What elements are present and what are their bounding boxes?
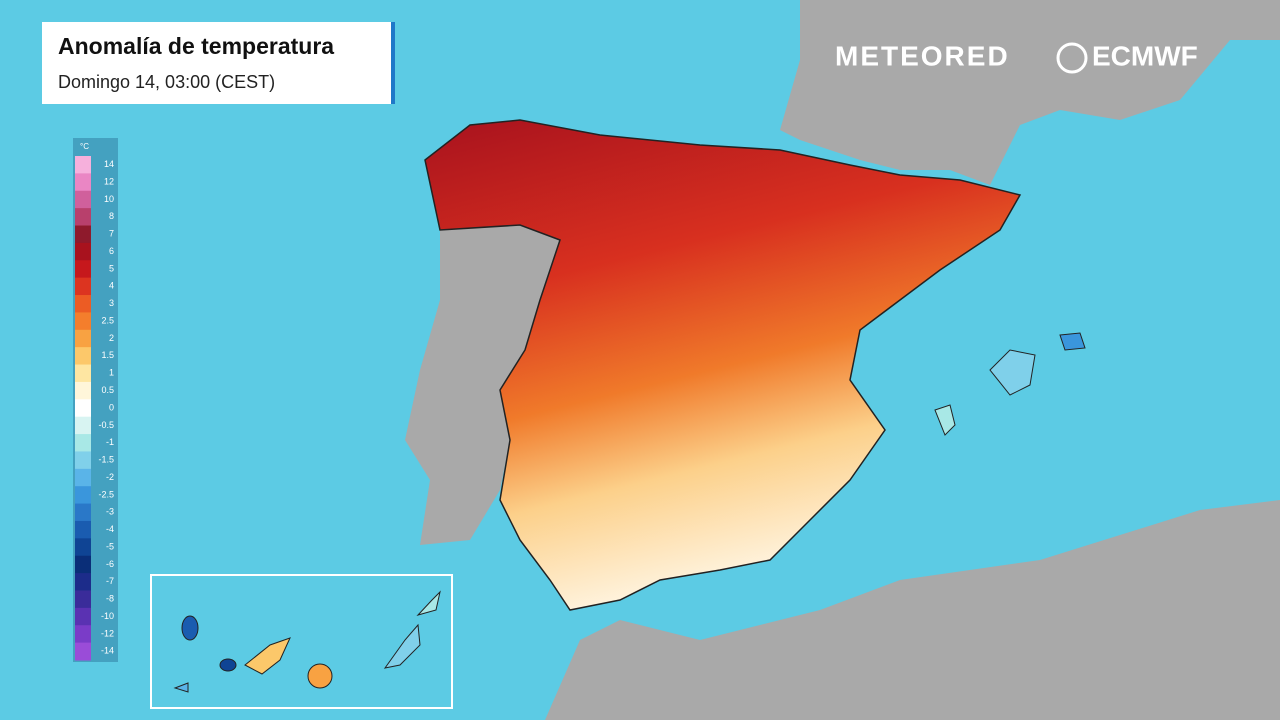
legend-swatch [75, 312, 91, 331]
legend-label: -7 [106, 576, 114, 586]
legend-label: 1.5 [101, 350, 114, 360]
legend-label: -8 [106, 594, 114, 604]
legend-swatch [75, 399, 91, 418]
legend-swatch [75, 173, 91, 192]
legend-swatch [75, 486, 91, 505]
land-africa [545, 500, 1280, 720]
legend-swatch [75, 573, 91, 591]
title-accent [391, 22, 395, 104]
legend-label: -3 [106, 507, 114, 517]
legend-swatch [75, 538, 91, 557]
land-france [780, 0, 1280, 185]
legend-label: 14 [104, 159, 114, 169]
legend-label: 1 [109, 368, 114, 378]
land-spain [424, 119, 1022, 611]
island-tenerife [244, 637, 291, 675]
legend-swatch [75, 555, 91, 574]
legend-label: -2.5 [98, 489, 114, 499]
legend-label: 0.5 [101, 385, 114, 395]
brand-ecmwf: ECMWF [1092, 40, 1198, 71]
legend-label: -10 [101, 611, 114, 621]
legend-swatch [75, 642, 91, 661]
legend-label: 12 [104, 176, 114, 186]
title: Anomalía de temperatura [58, 33, 334, 59]
legend-label: 2 [109, 333, 114, 343]
legend-label: 4 [109, 281, 114, 291]
legend-swatch [75, 416, 91, 435]
subtitle: Domingo 14, 03:00 (CEST) [58, 72, 275, 92]
legend-swatch [75, 590, 91, 609]
legend-swatch [75, 434, 91, 452]
legend-swatch [75, 329, 91, 348]
legend-label: 3 [109, 298, 114, 308]
legend-swatch [75, 451, 91, 470]
island-gomera [219, 658, 237, 672]
legend-swatch [75, 260, 91, 279]
legend-swatch [75, 208, 91, 227]
legend-label: -5 [106, 541, 114, 551]
legend-swatch [75, 190, 91, 209]
legend-label: 8 [109, 211, 114, 221]
legend-label: 10 [104, 194, 114, 204]
island-mallorca [989, 349, 1036, 396]
brand-meteored: METEORED [835, 40, 1010, 71]
land-portugal [405, 225, 560, 545]
legend-label: -1 [106, 437, 114, 447]
legend-swatch [75, 468, 91, 487]
legend-swatch [75, 277, 91, 296]
legend-swatch [75, 295, 91, 313]
legend-swatch [75, 347, 91, 366]
legend-label: -14 [101, 646, 114, 656]
legend-label: 0 [109, 402, 114, 412]
legend-unit: °C [80, 142, 89, 151]
legend-swatch [75, 242, 91, 261]
island-hierro [173, 682, 189, 693]
island-gran-canaria [307, 663, 333, 689]
title-box [42, 22, 395, 104]
legend-swatch [75, 625, 91, 644]
island-menorca [1059, 332, 1086, 351]
legend-label: -6 [106, 559, 114, 569]
legend-label: 2.5 [101, 315, 114, 325]
ecmwf-icon [1056, 42, 1088, 74]
legend-label: -1.5 [98, 455, 114, 465]
legend-items: 14 12 10 8 7 6 5 4 3 2.5 2 1.5 1 0.5 0 -0.5 -1 -1.5 -2 -2.5… [75, 156, 114, 661]
legend-swatch [75, 156, 91, 174]
island-fuerteventura [383, 623, 421, 669]
legend-swatch [75, 503, 91, 522]
legend-label: -2 [106, 472, 114, 482]
legend-swatch [75, 364, 91, 383]
island-lanzarote [416, 590, 441, 616]
legend-swatch [75, 520, 91, 539]
island-la-palma [181, 615, 199, 641]
legend-label: -0.5 [98, 420, 114, 430]
legend-label: 5 [109, 263, 114, 273]
legend-swatch [75, 381, 91, 400]
island-ibiza [934, 404, 956, 436]
legend-swatch [75, 225, 91, 244]
legend-label: 6 [109, 246, 114, 256]
legend-label: -12 [101, 628, 114, 638]
canary-inset [150, 574, 453, 709]
legend-swatch [75, 607, 91, 626]
legend-label: 7 [109, 229, 114, 239]
legend-label: -4 [106, 524, 114, 534]
